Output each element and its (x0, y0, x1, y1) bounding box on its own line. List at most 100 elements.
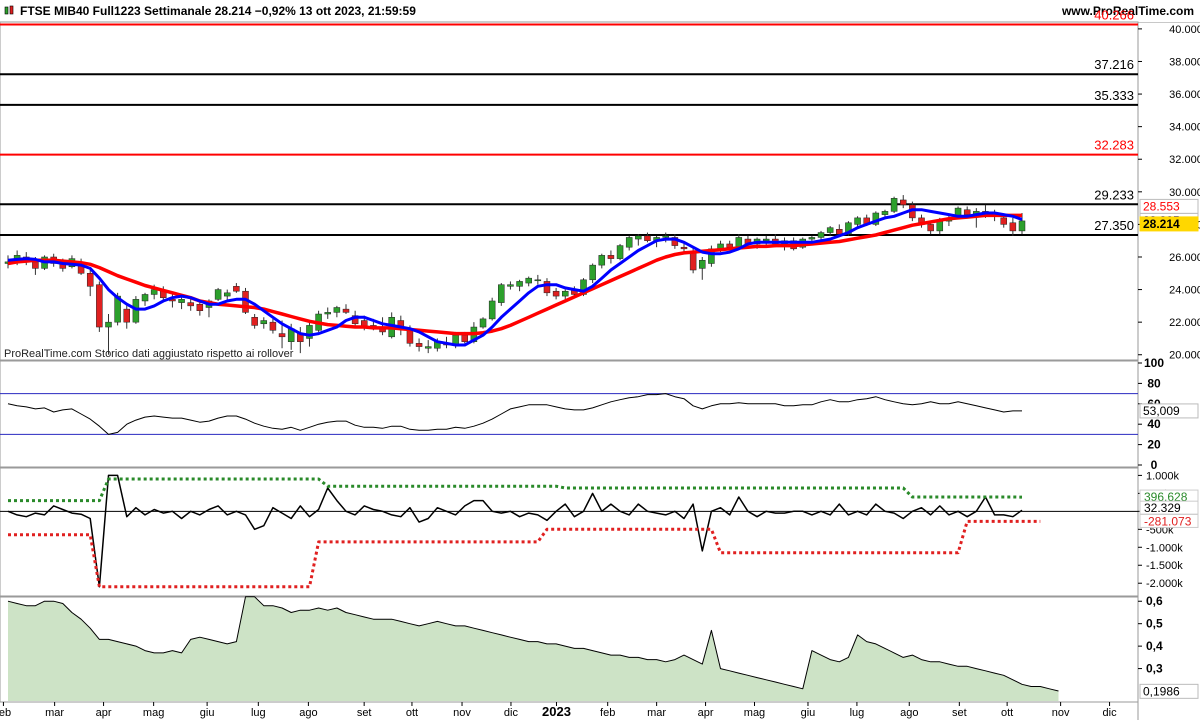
volume-tick-label: -2.000k (1146, 578, 1183, 590)
price-tick-label: 34.000 (1169, 122, 1200, 134)
candle (452, 334, 459, 346)
candle (214, 289, 222, 300)
volume-value-tag: -281.073 (1144, 514, 1192, 528)
mansfield-tick-label: 0,5 (1146, 617, 1163, 631)
candle (242, 290, 249, 313)
candle (625, 237, 633, 248)
mansfield-area (8, 596, 1059, 701)
candle (762, 238, 770, 241)
sma5-line (7, 208, 1023, 347)
legend-price[interactable]: Prezzo ✎ (4, 24, 64, 37)
price-tick-label: 36.000 (1169, 89, 1200, 101)
candle (415, 343, 423, 347)
price-tick-label: 32.000 (1169, 154, 1200, 166)
price-tick-label: 28.000 (1169, 219, 1200, 231)
legend-sma13-label: SMA (13) (84, 24, 131, 37)
sma5-value-tag: 28.305 (1143, 213, 1180, 227)
level-label: 37.216 (1094, 57, 1134, 72)
candle (123, 308, 131, 323)
volume-tick-label: 0 (1146, 506, 1152, 518)
sma5-swatch (136, 25, 148, 36)
level-label: 27.350 (1094, 218, 1134, 233)
candle (424, 346, 432, 349)
volume-tick-label: 500k (1146, 488, 1170, 500)
candle (479, 318, 487, 328)
candle (306, 325, 313, 339)
candle (150, 289, 158, 295)
candle (406, 330, 414, 344)
candle (461, 334, 469, 342)
volume-legend-label: EccessoVolumePrezzo (21, 471, 134, 484)
sma13-value-tag-box (1139, 198, 1199, 214)
volume-value-box (1139, 513, 1199, 528)
candle (635, 235, 642, 240)
candle (726, 243, 733, 248)
candle (753, 238, 761, 245)
chart-type-icon[interactable] (4, 5, 15, 16)
wrench-icon[interactable]: ✎ (139, 472, 149, 484)
candle (59, 263, 67, 269)
sma13-line (7, 213, 1022, 336)
candle (598, 255, 606, 266)
candle (169, 299, 176, 302)
price-tick-label: 20.000 (1169, 350, 1200, 362)
candle (68, 258, 76, 268)
candle (854, 217, 861, 225)
candle (443, 343, 450, 346)
candle (708, 248, 715, 264)
candle (973, 211, 980, 215)
mansfield-tick-label: 0,6 (1146, 594, 1163, 608)
price-tick-label: 22.000 (1169, 317, 1200, 329)
legend-price-label: Prezzo (18, 24, 53, 37)
candle (808, 237, 816, 240)
x-tick-label: ott (406, 707, 418, 719)
mansfield-tick-label: 0,3 (1146, 662, 1163, 676)
candle (388, 317, 395, 338)
volume-tick-label: 1.000k (1146, 470, 1180, 482)
candle (278, 333, 286, 338)
candle (1000, 217, 1007, 225)
site-link[interactable]: www.ProRealTime.com (1061, 4, 1194, 18)
candle (13, 255, 21, 263)
candle (507, 284, 514, 287)
candle (580, 279, 587, 295)
volume-tick-label: -1.500k (1146, 560, 1183, 572)
candle (96, 284, 103, 328)
price-tick-label: 26.000 (1169, 252, 1200, 264)
volume-tick-label: -1.000k (1146, 542, 1183, 554)
candle (607, 255, 615, 259)
price-tick-label: 40.000 (1169, 24, 1200, 36)
legend-sma13[interactable]: SMA (13) (70, 25, 130, 37)
candle (260, 320, 268, 325)
panel-volume (0, 467, 1139, 597)
candle (817, 232, 825, 238)
chart-title: FTSE MIB40 Full1223 Settimanale 28.214 −… (20, 4, 416, 18)
wrench-icon[interactable]: ✎ (55, 25, 65, 37)
candle (781, 240, 788, 245)
candle (653, 237, 660, 241)
x-tick-label: set (952, 707, 967, 719)
rsi-tick-label: 100 (1144, 356, 1164, 370)
candle (141, 294, 149, 302)
wrench-icon[interactable]: ✎ (67, 365, 78, 377)
candle (863, 217, 870, 225)
candle (223, 292, 231, 297)
candle (954, 207, 962, 219)
last-price-tag: 28.214 (1143, 217, 1180, 231)
candle (41, 256, 48, 269)
candle (77, 261, 85, 274)
candle (498, 284, 505, 303)
candle (23, 256, 30, 263)
legend-sma5[interactable]: SMA (5) (136, 25, 190, 37)
volume-value-tag: 396.628 (1144, 490, 1188, 504)
mansfield-value-tag: 0,1986 (1143, 684, 1180, 698)
x-tick-label: feb (600, 707, 615, 719)
x-tick-label: mar (647, 707, 666, 719)
candle (397, 320, 405, 329)
candle (105, 321, 112, 328)
wrench-icon[interactable]: ✎ (277, 600, 287, 612)
candle (187, 302, 194, 307)
panel-mansfield (0, 596, 1139, 703)
mansfield-legend: Forza relat Mansfield (FTSE MIB40 Index)… (4, 599, 286, 612)
